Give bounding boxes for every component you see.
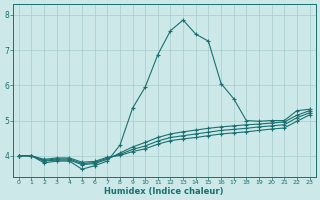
X-axis label: Humidex (Indice chaleur): Humidex (Indice chaleur) [104, 187, 224, 196]
